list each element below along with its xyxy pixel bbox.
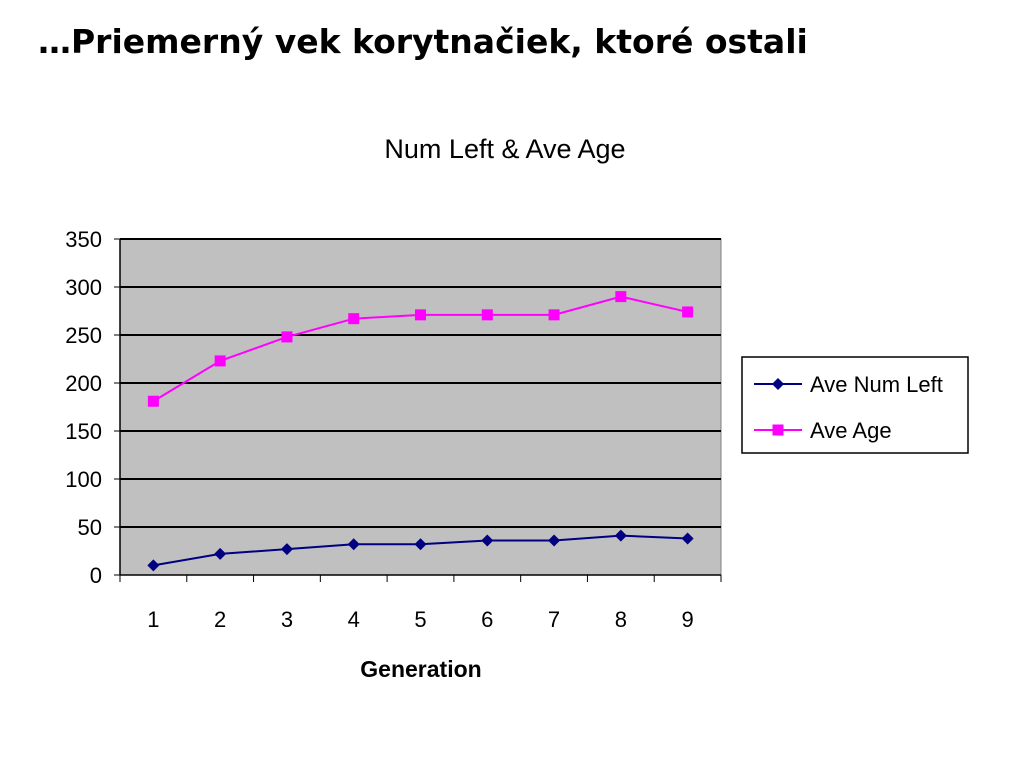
x-tick-label: 1 [147, 607, 159, 632]
legend-marker [772, 378, 784, 390]
x-tick-label: 7 [548, 607, 560, 632]
data-point [281, 331, 293, 343]
series-1 [147, 291, 694, 407]
y-tick-label: 50 [78, 515, 102, 540]
plot-area: 0 50 100 150 200 250 300 350 1 2 3 4 5 6 7 8 9 [65, 227, 722, 632]
legend-marker [772, 424, 784, 436]
x-tick-label: 4 [348, 607, 360, 632]
data-point [415, 309, 426, 321]
data-point [615, 291, 627, 303]
x-tick-label: 5 [414, 607, 426, 632]
y-tick-label: 0 [90, 563, 102, 588]
legend: Ave Num Left Ave Age [741, 356, 969, 454]
data-point [681, 532, 694, 545]
chart-title: Num Left & Ave Age [384, 134, 625, 164]
x-tick-label: 6 [481, 607, 493, 632]
data-point [481, 309, 493, 321]
x-tick-label: 2 [214, 607, 226, 632]
x-axis-title: Generation [360, 656, 481, 682]
data-point [147, 395, 159, 407]
y-tick-label: 150 [65, 419, 102, 444]
data-point [347, 538, 360, 551]
data-point [280, 543, 293, 556]
data-point [481, 534, 494, 547]
x-tick-label: 3 [281, 607, 293, 632]
legend-box [741, 356, 969, 454]
legend-label: Ave Num Left [810, 372, 943, 397]
series-0 [147, 529, 694, 572]
x-tick-label: 8 [615, 607, 627, 632]
data-point [214, 547, 227, 560]
y-tick-label: 250 [65, 323, 102, 348]
y-tick-label: 300 [65, 275, 102, 300]
data-point [548, 309, 560, 321]
plot-background [119, 238, 722, 576]
y-tick-label: 200 [65, 371, 102, 396]
data-point [414, 538, 427, 551]
data-point [348, 313, 360, 325]
page-heading: …Priemerný vek korytnačiek, ktoré ostali [38, 22, 808, 61]
legend-label: Ave Age [810, 418, 892, 443]
data-point [614, 529, 627, 542]
y-tick-label: 100 [65, 467, 102, 492]
data-point [682, 306, 694, 318]
y-tick-label: 350 [65, 227, 102, 252]
data-point [214, 355, 226, 367]
data-point [147, 559, 160, 572]
x-tick-label: 9 [681, 607, 693, 632]
data-point [548, 534, 561, 547]
